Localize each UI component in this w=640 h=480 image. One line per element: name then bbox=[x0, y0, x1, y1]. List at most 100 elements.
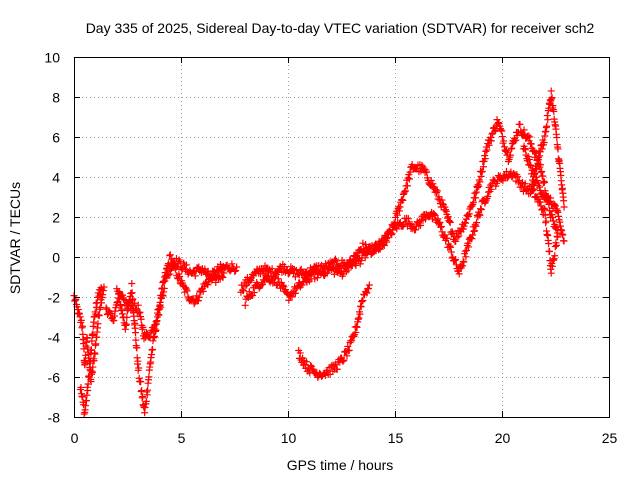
data-point bbox=[465, 210, 473, 218]
data-point bbox=[398, 196, 406, 204]
data-point bbox=[332, 257, 340, 265]
data-point bbox=[553, 205, 561, 213]
data-point bbox=[417, 221, 425, 229]
data-point bbox=[541, 211, 549, 219]
data-point bbox=[484, 192, 492, 200]
data-point bbox=[533, 165, 541, 173]
data-point bbox=[91, 350, 99, 358]
y-tick-label: 6 bbox=[52, 130, 60, 146]
data-point bbox=[545, 240, 553, 248]
y-tick-label: 4 bbox=[52, 170, 60, 186]
data-point bbox=[233, 263, 241, 271]
data-point bbox=[512, 136, 520, 144]
data-point bbox=[117, 301, 125, 309]
data-point bbox=[455, 270, 463, 278]
data-point bbox=[142, 397, 150, 405]
data-point bbox=[166, 270, 174, 278]
data-point bbox=[543, 192, 551, 200]
data-point bbox=[74, 306, 82, 314]
data-point bbox=[404, 215, 412, 223]
data-point bbox=[526, 133, 534, 141]
data-point bbox=[452, 237, 460, 245]
data-point bbox=[291, 289, 299, 297]
data-point bbox=[139, 393, 147, 401]
data-point bbox=[122, 297, 130, 305]
data-point bbox=[487, 137, 495, 145]
data-point bbox=[92, 310, 100, 318]
data-point bbox=[430, 210, 438, 218]
data-point bbox=[344, 342, 352, 350]
data-point bbox=[342, 268, 350, 276]
data-point bbox=[355, 314, 363, 322]
data-point bbox=[560, 203, 568, 211]
data-point bbox=[194, 297, 202, 305]
data-point bbox=[245, 288, 253, 296]
x-tick-label: 0 bbox=[71, 430, 79, 446]
data-point bbox=[557, 226, 565, 234]
data-point bbox=[241, 282, 249, 290]
data-point bbox=[204, 267, 212, 275]
data-point bbox=[84, 380, 92, 388]
data-point bbox=[475, 210, 483, 218]
data-point bbox=[313, 274, 321, 282]
data-point bbox=[427, 177, 435, 185]
data-point bbox=[122, 320, 130, 328]
data-point bbox=[554, 233, 562, 241]
data-point bbox=[447, 248, 455, 256]
data-point bbox=[503, 174, 511, 182]
data-point bbox=[540, 204, 548, 212]
data-point bbox=[560, 237, 568, 245]
data-point bbox=[268, 265, 276, 273]
data-point bbox=[133, 344, 141, 352]
data-point bbox=[548, 94, 556, 102]
data-point bbox=[546, 248, 554, 256]
data-point bbox=[437, 222, 445, 230]
data-point bbox=[149, 327, 157, 335]
x-tick-label: 20 bbox=[495, 430, 511, 446]
data-point bbox=[548, 262, 556, 270]
data-point bbox=[538, 145, 546, 153]
data-point bbox=[416, 217, 424, 225]
data-point bbox=[500, 143, 508, 151]
data-point bbox=[123, 313, 131, 321]
data-point bbox=[388, 231, 396, 239]
data-point bbox=[487, 134, 495, 142]
data-point bbox=[347, 337, 355, 345]
x-tick-label: 15 bbox=[388, 430, 404, 446]
data-point bbox=[493, 116, 501, 124]
data-point bbox=[506, 151, 514, 159]
data-point bbox=[352, 328, 360, 336]
data-point bbox=[127, 289, 135, 297]
data-point bbox=[288, 293, 296, 301]
data-point bbox=[302, 358, 310, 366]
data-point bbox=[353, 251, 361, 259]
data-point bbox=[219, 274, 227, 282]
data-point bbox=[183, 287, 191, 295]
data-point bbox=[173, 262, 181, 270]
data-point bbox=[145, 373, 153, 381]
data-point bbox=[85, 373, 93, 381]
data-point bbox=[113, 299, 121, 307]
data-point bbox=[79, 322, 87, 330]
data-point bbox=[89, 330, 97, 338]
data-point bbox=[323, 269, 331, 277]
data-point bbox=[559, 231, 567, 239]
data-point bbox=[134, 301, 142, 309]
data-point bbox=[560, 197, 568, 205]
data-point bbox=[543, 122, 551, 130]
data-point bbox=[399, 196, 407, 204]
data-point bbox=[462, 253, 470, 261]
data-point bbox=[279, 281, 287, 289]
data-point bbox=[469, 231, 477, 239]
data-point bbox=[343, 262, 351, 270]
y-tick-label: -2 bbox=[48, 290, 61, 306]
data-point bbox=[356, 310, 364, 318]
y-tick-label: 10 bbox=[44, 50, 60, 66]
data-point bbox=[282, 266, 290, 274]
data-point bbox=[540, 138, 548, 146]
data-point bbox=[549, 213, 557, 221]
data-point bbox=[541, 205, 549, 213]
data-point bbox=[482, 198, 490, 206]
data-point bbox=[153, 317, 161, 325]
data-point bbox=[527, 161, 535, 169]
